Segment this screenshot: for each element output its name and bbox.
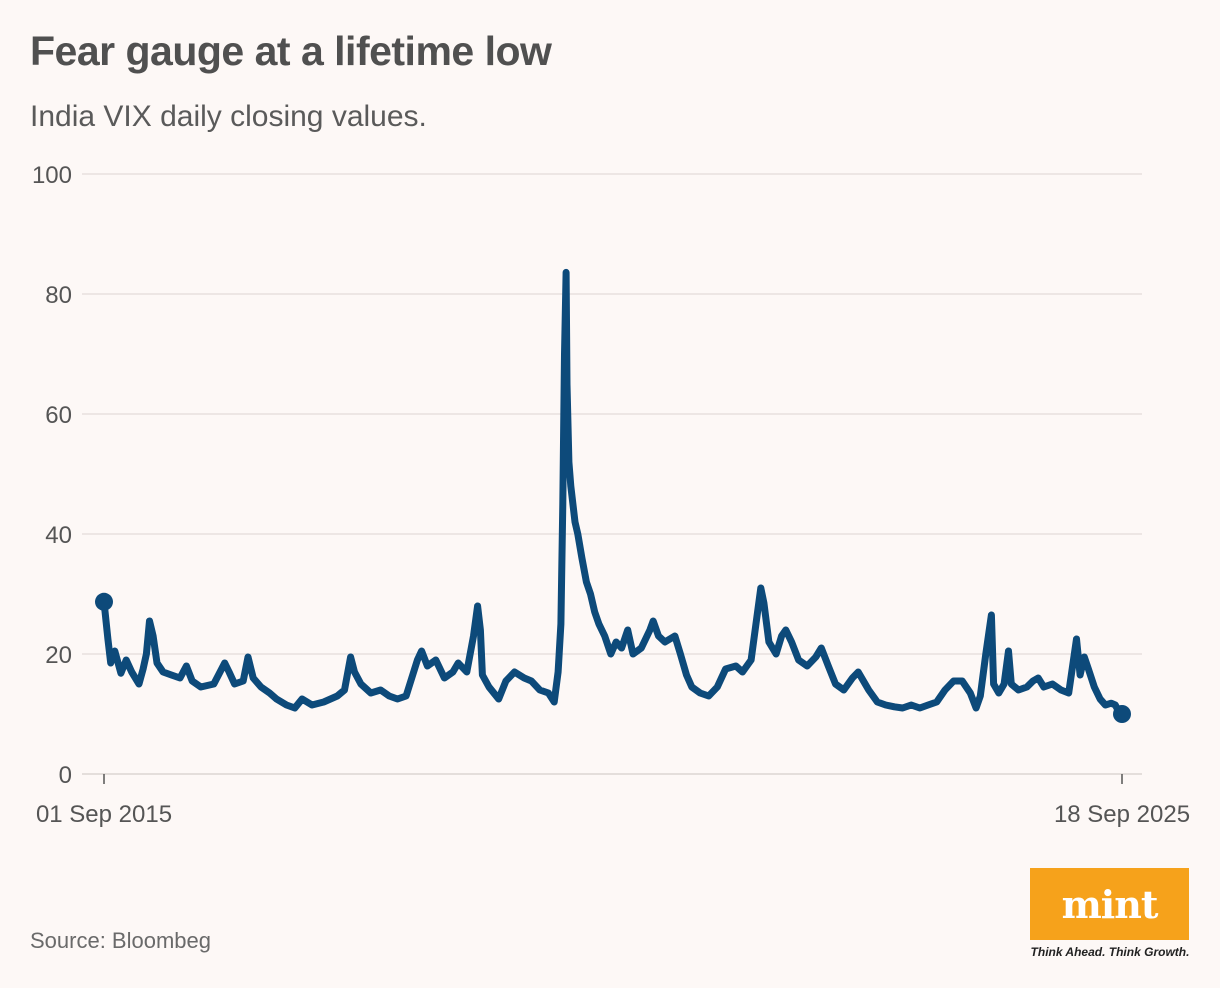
series-line [100, 268, 1126, 718]
x-tick-label-0: 01 Sep 2015 [36, 801, 172, 828]
tick-layer: 01 Sep 2015 18 Sep 2025 [36, 774, 1190, 828]
chart-subtitle: India VIX daily closing values. [30, 100, 427, 133]
y-tick-label-80: 80 [45, 282, 72, 309]
logo-tagline: Think Ahead. Think Growth. [1030, 945, 1190, 959]
y-tick-label-0: 0 [59, 762, 72, 789]
source-note: Source: Bloombeg [30, 928, 211, 953]
end-point-marker [1113, 705, 1131, 723]
chart-title: Fear gauge at a lifetime low [30, 28, 552, 74]
y-tick-label-40: 40 [45, 522, 72, 549]
mint-logo: mint [1030, 868, 1189, 940]
y-tick-label-100: 100 [32, 162, 72, 189]
y-tick-label-60: 60 [45, 402, 72, 429]
x-tick-label-1: 18 Sep 2025 [1054, 801, 1190, 828]
y-tick-label-20: 20 [45, 642, 72, 669]
start-point-marker [95, 592, 113, 611]
grid-layer: 0 20 40 60 80 100 [32, 162, 1142, 789]
line-layer [95, 268, 1131, 723]
logo-text: mint [1061, 881, 1159, 927]
